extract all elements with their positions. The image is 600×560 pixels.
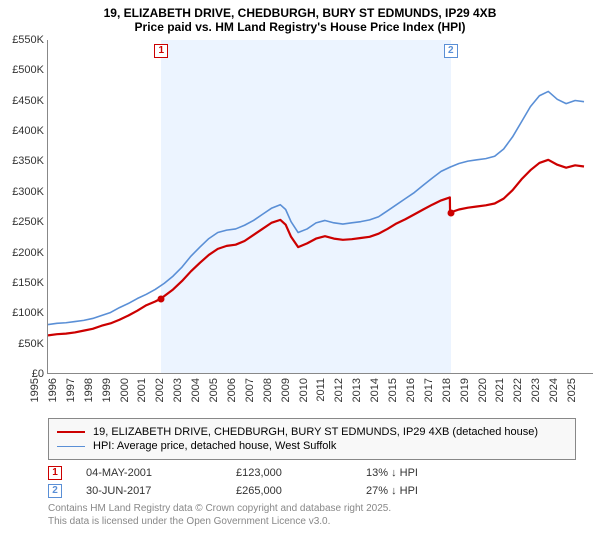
line-layer [48,40,593,373]
sale-delta: 27% ↓ HPI [366,485,506,497]
y-tick-label: £50K [0,338,44,350]
sale-price: £265,000 [236,485,366,497]
legend-label-property: 19, ELIZABETH DRIVE, CHEDBURGH, BURY ST … [93,426,538,438]
sale-point [447,210,454,217]
legend-label-hpi: HPI: Average price, detached house, West… [93,440,336,452]
sales-table: 1 04-MAY-2001£123,00013% ↓ HPI 2 30-JUN-201… [48,466,576,498]
legend-row-property: 19, ELIZABETH DRIVE, CHEDBURGH, BURY ST … [57,426,567,438]
chart-container: 19, ELIZABETH DRIVE, CHEDBURGH, BURY ST … [0,0,600,560]
sale-price: £123,000 [236,467,366,479]
legend-swatch-hpi [57,446,85,447]
sale-delta: 13% ↓ HPI [366,467,506,479]
y-tick-label: £250K [0,216,44,228]
y-tick-label: £500K [0,64,44,76]
sale-row-marker: 2 [48,484,62,498]
y-tick-label: £300K [0,186,44,198]
sale-row-marker: 1 [48,466,62,480]
y-tick-label: £100K [0,307,44,319]
sale-marker: 2 [444,44,458,58]
property-line [48,160,584,336]
x-tick-label: 2025 [566,378,600,402]
footer-line-2: This data is licensed under the Open Gov… [48,515,576,528]
legend-row-hpi: HPI: Average price, detached house, West… [57,440,567,452]
legend: 19, ELIZABETH DRIVE, CHEDBURGH, BURY ST … [48,418,576,460]
sale-date: 30-JUN-2017 [86,485,236,497]
title-subtitle: Price paid vs. HM Land Registry's House … [0,20,600,34]
y-tick-label: £550K [0,34,44,46]
plot-area: 12 [47,40,593,374]
footer: Contains HM Land Registry data © Crown c… [48,502,576,528]
y-tick-label: £150K [0,277,44,289]
y-tick-label: £450K [0,95,44,107]
hpi-line [48,91,584,324]
sale-date: 04-MAY-2001 [86,467,236,479]
sale-point [158,296,165,303]
title-block: 19, ELIZABETH DRIVE, CHEDBURGH, BURY ST … [0,0,600,34]
sale-row: 2 30-JUN-2017£265,00027% ↓ HPI [48,484,576,498]
sale-row: 1 04-MAY-2001£123,00013% ↓ HPI [48,466,576,480]
footer-line-1: Contains HM Land Registry data © Crown c… [48,502,576,515]
y-tick-label: £350K [0,155,44,167]
y-tick-label: £400K [0,125,44,137]
sale-marker: 1 [154,44,168,58]
chart-area: £0£50K£100K£150K£200K£250K£300K£350K£400… [0,34,600,414]
y-tick-label: £200K [0,247,44,259]
legend-swatch-property [57,431,85,433]
title-address: 19, ELIZABETH DRIVE, CHEDBURGH, BURY ST … [0,6,600,20]
